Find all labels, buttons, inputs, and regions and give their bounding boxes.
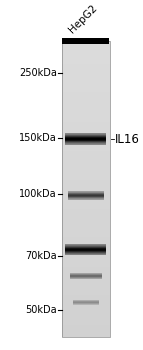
Text: 150kDa: 150kDa: [19, 133, 57, 143]
Text: HepG2: HepG2: [67, 2, 100, 35]
Text: IL16: IL16: [115, 133, 140, 146]
Text: 100kDa: 100kDa: [19, 189, 57, 198]
Text: 250kDa: 250kDa: [19, 68, 57, 78]
Bar: [62, 41, 110, 337]
Text: 70kDa: 70kDa: [25, 251, 57, 261]
Text: 50kDa: 50kDa: [25, 305, 57, 315]
